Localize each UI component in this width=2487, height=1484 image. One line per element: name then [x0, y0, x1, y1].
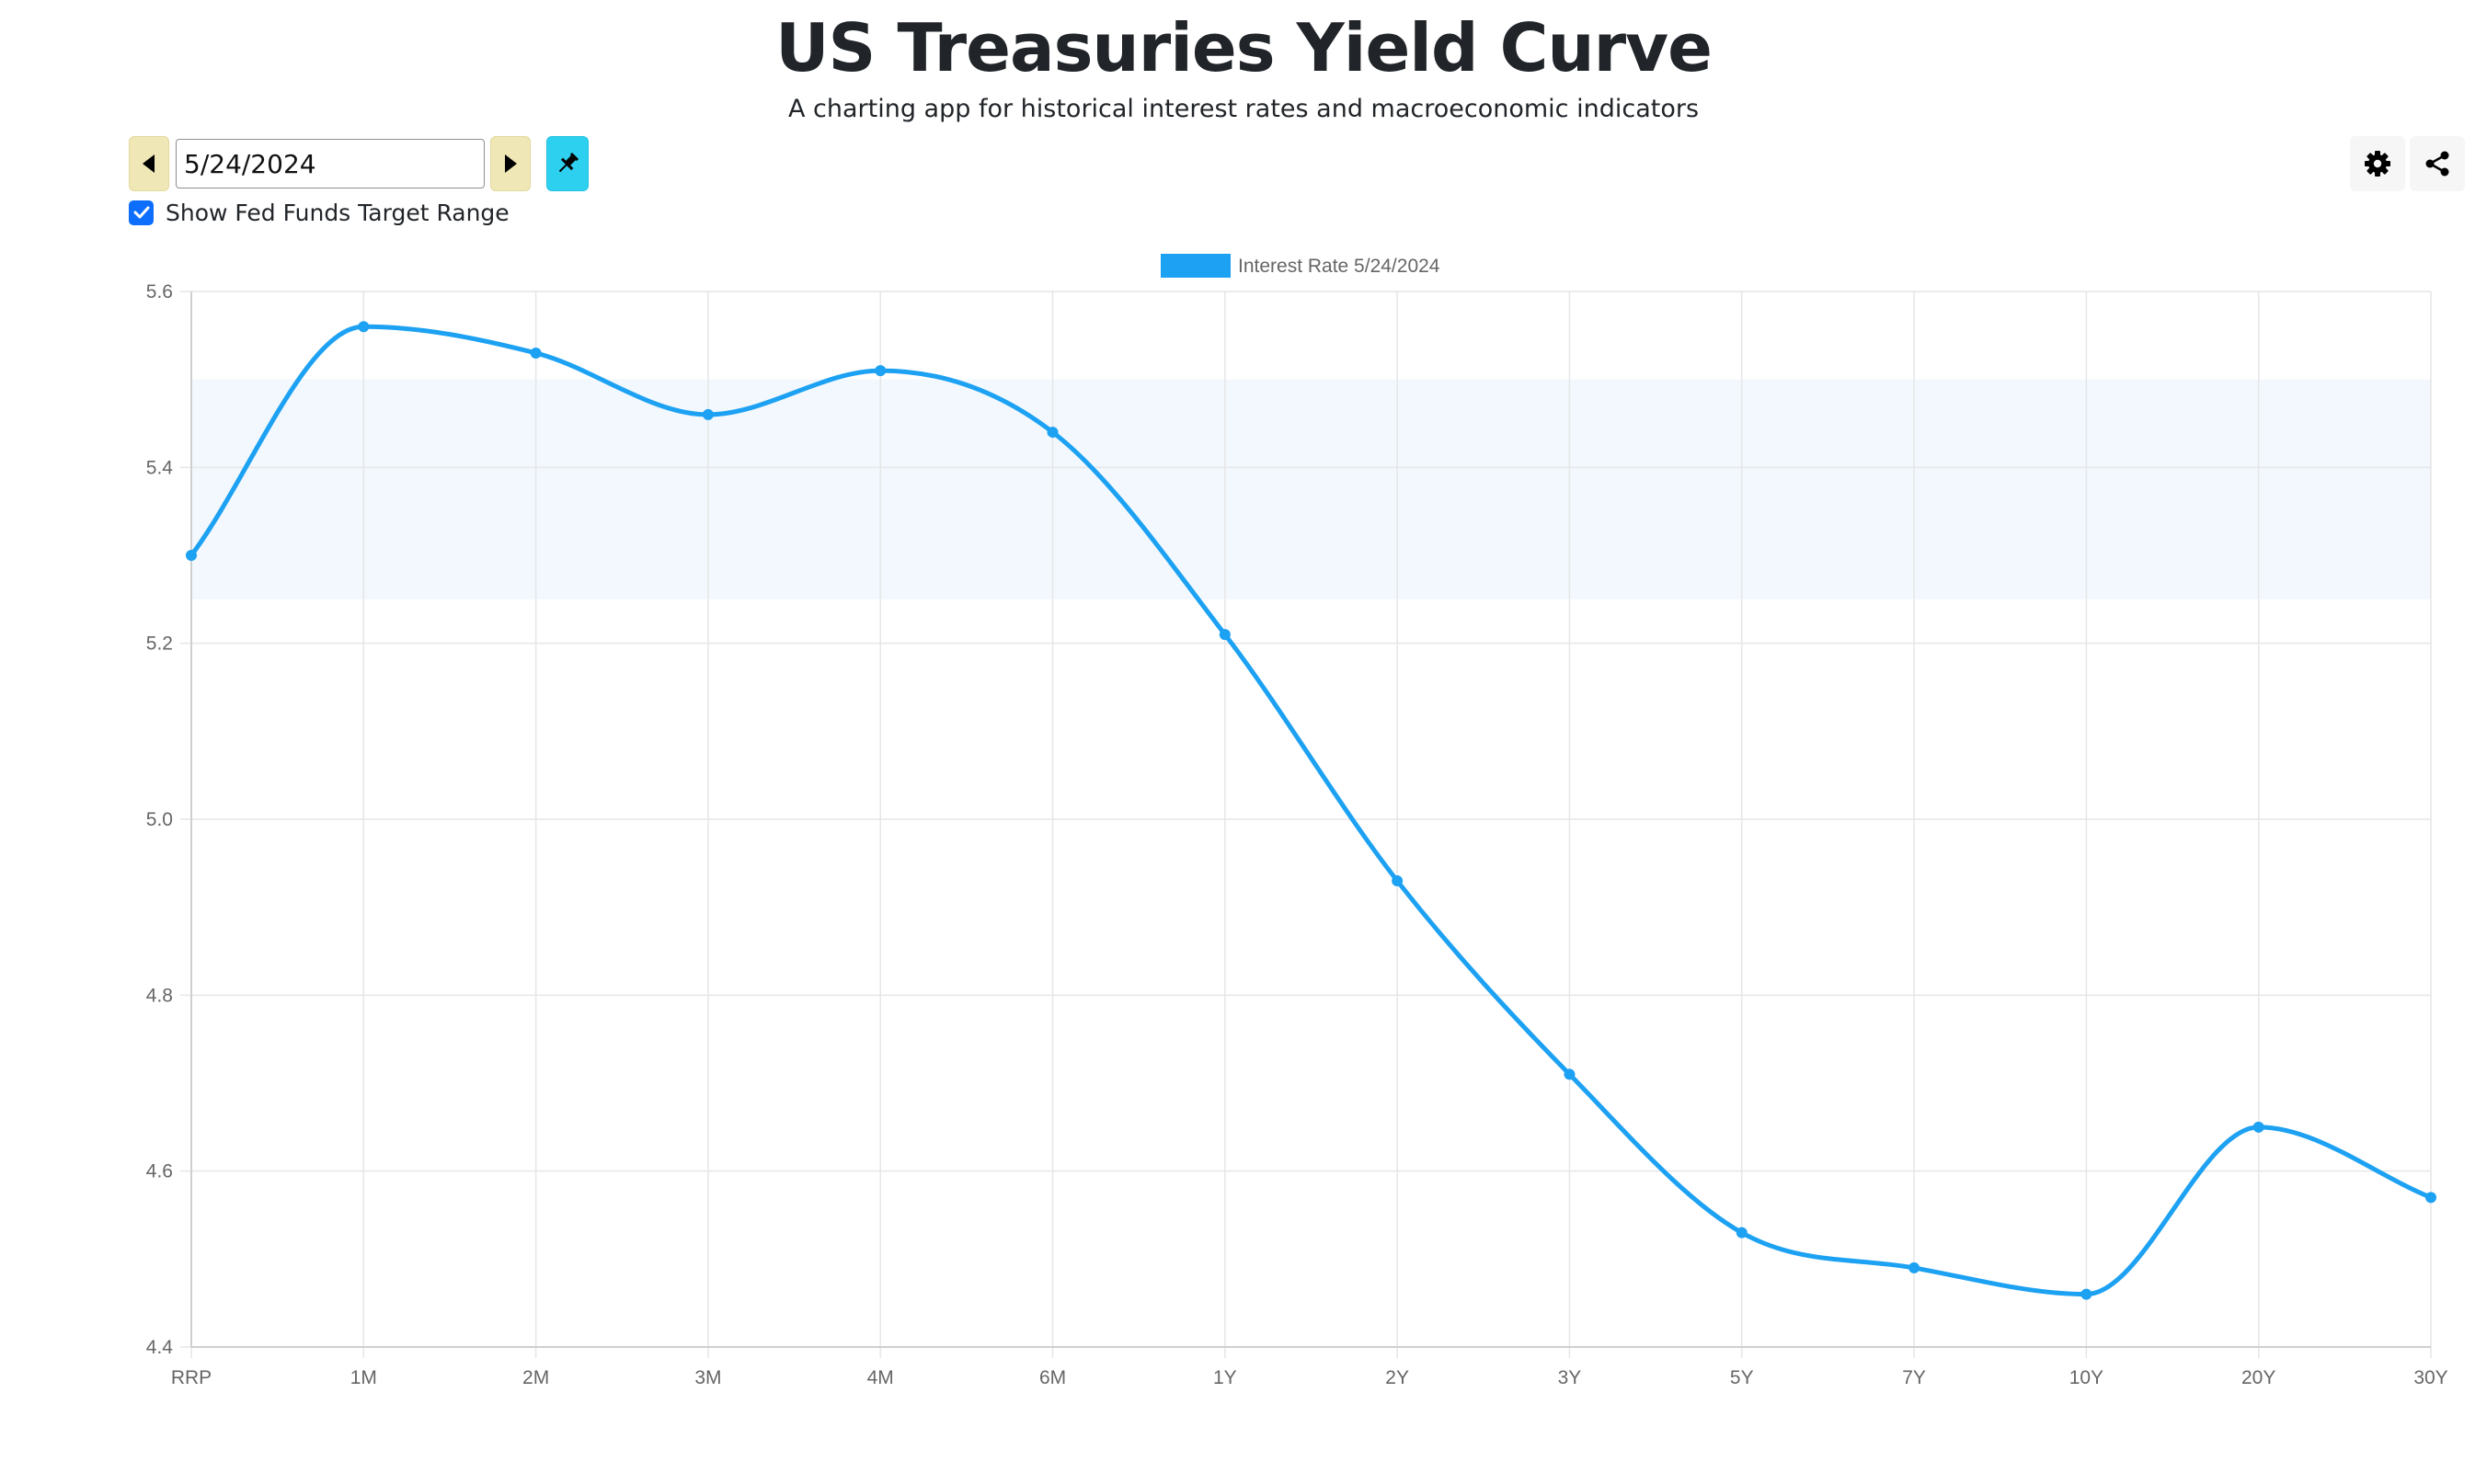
x-tick-label: 7Y	[1902, 1367, 1926, 1388]
previous-date-button[interactable]	[129, 136, 169, 191]
pin-button[interactable]	[546, 136, 589, 191]
fed-funds-label: Show Fed Funds Target Range	[166, 199, 510, 226]
data-point	[358, 321, 370, 333]
y-tick-label: 5.2	[146, 634, 173, 655]
data-point	[1564, 1068, 1576, 1080]
share-button[interactable]	[2410, 136, 2465, 191]
fed-funds-target-band	[191, 379, 2431, 599]
y-tick-label: 5.0	[146, 809, 173, 830]
x-tick-label: 3Y	[1558, 1367, 1582, 1388]
data-point	[1736, 1227, 1748, 1239]
y-tick-label: 5.6	[146, 281, 173, 303]
data-point	[2080, 1288, 2092, 1300]
legend-label: Interest Rate 5/24/2024	[1238, 256, 1440, 277]
data-point	[1219, 629, 1231, 641]
data-point	[186, 550, 197, 561]
page-subtitle: A charting app for historical interest r…	[787, 95, 1700, 123]
y-tick-label: 4.8	[146, 985, 173, 1006]
fed-funds-checkbox[interactable]	[129, 200, 154, 225]
next-date-button[interactable]	[490, 136, 531, 191]
caret-right-icon	[505, 154, 517, 173]
x-tick-label: 6M	[1039, 1367, 1066, 1388]
x-tick-label: 4M	[867, 1367, 894, 1388]
fed-funds-toggle[interactable]: Show Fed Funds Target Range	[129, 199, 510, 226]
page-title: US Treasuries Yield Curve	[775, 9, 1713, 86]
y-tick-label: 5.4	[146, 457, 174, 478]
y-tick-label: 4.4	[146, 1337, 174, 1358]
data-point	[702, 408, 714, 420]
x-tick-label: 2Y	[1385, 1367, 1409, 1388]
gear-icon	[2365, 151, 2390, 177]
x-tick-label: 5Y	[1730, 1367, 1754, 1388]
checkmark-icon	[133, 206, 149, 219]
share-icon	[2425, 151, 2449, 177]
x-tick-label: 3M	[694, 1367, 721, 1388]
x-tick-label: 1Y	[1213, 1367, 1237, 1388]
x-tick-label: 30Y	[2413, 1367, 2447, 1388]
x-tick-label: RRP	[171, 1367, 212, 1388]
data-point	[2252, 1121, 2264, 1133]
data-point	[1908, 1261, 1920, 1273]
date-input[interactable]	[176, 139, 485, 188]
series-line	[189, 324, 2432, 1297]
x-tick-label: 1M	[350, 1367, 377, 1388]
data-point	[530, 347, 542, 359]
data-point	[1392, 874, 1404, 886]
legend-swatch	[1161, 254, 1231, 278]
data-point	[875, 365, 887, 377]
x-tick-label: 20Y	[2241, 1367, 2275, 1388]
data-point	[2425, 1192, 2436, 1204]
caret-left-icon	[143, 154, 155, 173]
y-tick-label: 4.6	[146, 1161, 173, 1182]
settings-button[interactable]	[2350, 136, 2405, 191]
data-point	[1047, 427, 1059, 439]
pin-icon	[558, 152, 579, 173]
x-tick-label: 10Y	[2069, 1367, 2103, 1388]
x-tick-label: 2M	[522, 1367, 549, 1388]
